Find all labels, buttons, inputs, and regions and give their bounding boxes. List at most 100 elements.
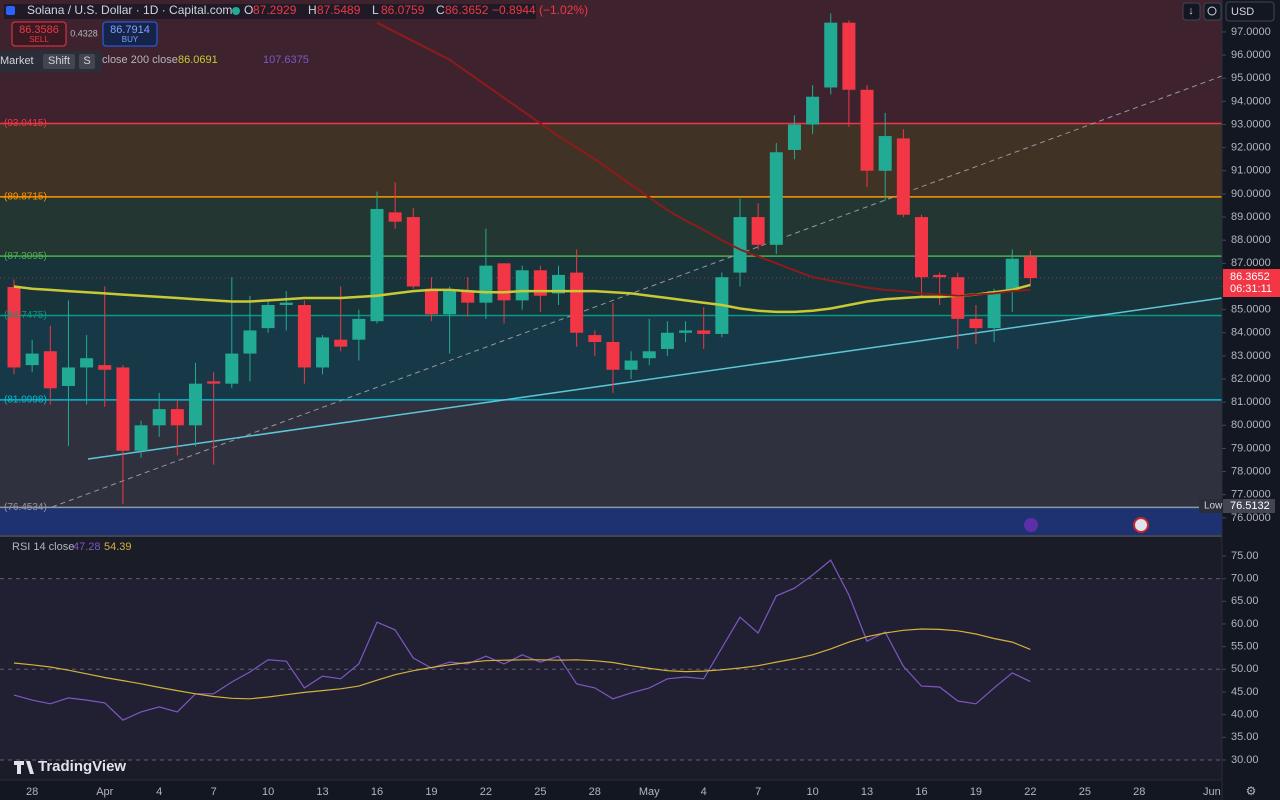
scroll-button[interactable]	[1182, 2, 1201, 21]
key-cap	[79, 54, 95, 69]
candle-body	[570, 272, 584, 333]
sell-price: 86.3586	[19, 24, 59, 36]
currency: USD	[1231, 6, 1254, 18]
candle-body	[933, 274, 947, 278]
rsi-y-tick-label: 30.00	[1231, 754, 1259, 766]
candle-body	[606, 342, 620, 370]
candle-body	[751, 217, 765, 245]
candle-body	[352, 318, 366, 340]
candle-body	[334, 339, 348, 347]
indicator-value: 107.6375	[263, 54, 309, 66]
rsi-y-tick-label: 60.00	[1231, 618, 1259, 630]
candle-body	[624, 360, 638, 370]
candle-body	[552, 274, 565, 294]
x-tick-label: Jun	[1203, 786, 1221, 798]
y-tick-label: 93.0000	[1231, 118, 1271, 130]
candle-body	[406, 217, 420, 287]
change: −0.8944 (−1.02%)	[492, 3, 588, 17]
candle-body	[915, 217, 928, 278]
candle-body	[443, 291, 457, 315]
buy-button[interactable]	[102, 21, 158, 47]
spread: 0.4328	[70, 28, 98, 38]
key-cap	[43, 54, 75, 69]
low-value: 76.5132	[1230, 500, 1270, 512]
candle-body	[733, 217, 747, 273]
rsi-y-tick-label: 35.00	[1231, 731, 1259, 743]
countdown: 06:31:11	[1230, 283, 1272, 295]
candle-body	[7, 286, 21, 368]
candle-body	[588, 335, 602, 343]
sell-label: SELL	[29, 35, 49, 44]
settings-icon[interactable]: ⚙	[1246, 784, 1257, 798]
candle-body	[806, 96, 820, 125]
x-tick-label: Apr	[96, 786, 113, 798]
dashed-trend-line	[51, 75, 1223, 508]
ohlc-value: 86.0759	[381, 3, 425, 17]
y-tick-label: 80.0000	[1231, 419, 1271, 431]
x-tick-label: 16	[371, 786, 383, 798]
rsi-title: RSI 14 close	[12, 541, 74, 553]
y-tick-label: 82.0000	[1231, 373, 1271, 385]
candle-body	[98, 365, 112, 370]
moving-average	[13, 283, 1031, 314]
rsi-line	[13, 559, 1031, 721]
candle-body	[388, 212, 402, 222]
level-band	[0, 123, 1222, 197]
y-tick-label: 77.0000	[1231, 489, 1271, 501]
rsi-y-tick-label: 65.00	[1231, 595, 1259, 607]
ma-value: 86.0691	[178, 54, 218, 66]
key-s: S	[83, 55, 90, 67]
y-tick-label: 81.0000	[1231, 396, 1271, 408]
y-tick-label: 91.0000	[1231, 165, 1271, 177]
rsi-pane	[0, 537, 1222, 780]
rsi-y-tick-label: 55.00	[1231, 641, 1259, 653]
candle-body	[243, 330, 257, 354]
candle-body	[660, 332, 674, 349]
candle-body	[297, 304, 311, 368]
indicator-legend: close 200 close	[102, 54, 178, 66]
candle-body	[189, 383, 202, 426]
level-label: (84.7475)	[4, 310, 47, 321]
event-icon[interactable]	[1024, 518, 1038, 532]
sell-button[interactable]	[11, 21, 67, 47]
level-label: (81.0998)	[4, 395, 47, 406]
event-icon[interactable]	[1133, 517, 1149, 533]
x-tick-label: 4	[156, 786, 162, 798]
logo: TradingView	[38, 758, 126, 775]
scroll-icon: ↓	[1188, 5, 1194, 17]
candle-body	[878, 136, 892, 171]
level-band	[0, 0, 1222, 124]
ohlc-value: 86.3652	[445, 3, 489, 17]
x-tick-label: 4	[701, 786, 707, 798]
ohlc-key: O	[244, 3, 253, 17]
y-tick-label: 92.0000	[1231, 142, 1271, 154]
candle-body	[1005, 258, 1019, 292]
candle-body	[25, 353, 39, 366]
low-tag	[1199, 499, 1222, 514]
x-tick-label: 13	[861, 786, 873, 798]
candle-body	[80, 358, 94, 368]
candle-body	[61, 367, 75, 386]
x-tick-label: 28	[26, 786, 38, 798]
candle-body	[424, 288, 438, 315]
y-tick-label: 88.0000	[1231, 234, 1271, 246]
ohlc-key: L	[372, 3, 379, 17]
x-tick-label: 22	[480, 786, 492, 798]
candle-body	[461, 291, 475, 303]
y-tick-label: 97.0000	[1231, 26, 1271, 38]
x-tick-label: 19	[425, 786, 437, 798]
ohlc-key: H	[308, 3, 317, 17]
candle-body	[896, 138, 910, 215]
currency-select[interactable]	[1225, 1, 1275, 22]
rsi-ma-value: 54.39	[104, 541, 132, 553]
rsi-y-tick-label: 70.00	[1231, 573, 1259, 585]
y-tick-label: 79.0000	[1231, 442, 1271, 454]
level-label: (87.3095)	[4, 251, 47, 262]
level-label: (93.0415)	[4, 118, 47, 129]
reset-button[interactable]	[1203, 2, 1222, 21]
candle-body	[824, 22, 838, 88]
symbol-icon	[6, 6, 15, 15]
x-tick-label: 7	[755, 786, 761, 798]
candle-body	[679, 330, 693, 333]
